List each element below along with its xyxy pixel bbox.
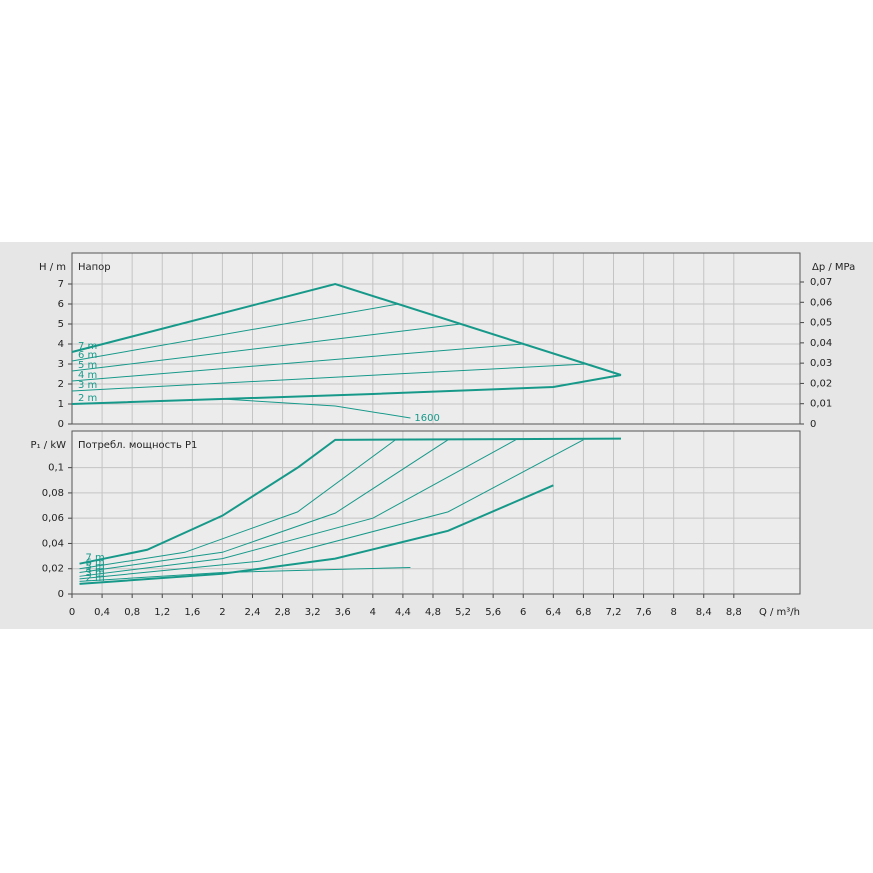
y-tick-label: 0 xyxy=(58,419,64,430)
curve xyxy=(79,439,584,580)
x-tick-label: 1,2 xyxy=(154,607,170,618)
curve xyxy=(79,566,411,582)
curve xyxy=(71,363,587,392)
y2-tick-label: 0,07 xyxy=(810,277,832,288)
curve xyxy=(79,484,554,585)
x-tick-label: 7,6 xyxy=(636,607,652,618)
x-tick-label: 4,4 xyxy=(395,607,411,618)
curve-label: 2 m xyxy=(78,393,97,404)
y-tick-label: 0,06 xyxy=(42,513,64,524)
y2-tick-label: 0 xyxy=(810,419,816,430)
curve-label: 2 m xyxy=(86,573,105,584)
plot-area xyxy=(72,431,800,594)
y-tick-label: 4 xyxy=(58,339,64,350)
curve xyxy=(71,282,622,376)
curve xyxy=(79,439,516,577)
y-tick-label: 0,1 xyxy=(48,463,64,474)
y2-axis-label: Δp / MPa xyxy=(812,262,855,273)
curve-label: 4 m xyxy=(78,370,97,381)
x-tick-label: 3,6 xyxy=(335,607,351,618)
x-tick-label: 1,6 xyxy=(184,607,200,618)
x-tick-label: 8,8 xyxy=(726,607,742,618)
x-tick-label: 2,8 xyxy=(275,607,291,618)
curve-label: 5 m xyxy=(78,360,97,371)
x-tick-label: 6,8 xyxy=(575,607,591,618)
panel-title: Потребл. мощность P1 xyxy=(78,440,197,451)
curve xyxy=(79,437,622,565)
y-tick-label: 3 xyxy=(58,359,64,370)
y-tick-label: 6 xyxy=(58,299,64,310)
x-tick-label: 8 xyxy=(670,607,676,618)
curve-label: 3 m xyxy=(78,380,97,391)
curve-label: 7 m xyxy=(86,553,105,564)
x-axis-label: Q / m³/h xyxy=(759,607,800,618)
x-tick-label: 5,2 xyxy=(455,607,471,618)
x-tick-label: 8,4 xyxy=(696,607,712,618)
curve xyxy=(71,398,411,419)
x-tick-label: 0,8 xyxy=(124,607,140,618)
plot-area xyxy=(72,253,800,424)
curve-label: 3 m xyxy=(86,568,105,579)
y-axis-label: P₁ / kW xyxy=(31,440,67,451)
curve-label: 1600 xyxy=(414,413,439,424)
x-tick-label: 3,2 xyxy=(305,607,321,618)
x-tick-label: 0 xyxy=(69,607,75,618)
x-tick-label: 4,8 xyxy=(425,607,441,618)
curve xyxy=(71,303,399,362)
y-tick-label: 0,04 xyxy=(42,538,64,549)
y2-tick-label: 0,01 xyxy=(810,399,832,410)
y-tick-label: 7 xyxy=(58,279,64,290)
y-tick-label: 1 xyxy=(58,399,64,410)
curve xyxy=(79,439,396,570)
curve xyxy=(71,323,461,372)
curve xyxy=(79,439,449,574)
x-tick-label: 2,4 xyxy=(245,607,261,618)
y-tick-label: 2 xyxy=(58,379,64,390)
x-tick-label: 5,6 xyxy=(485,607,501,618)
curve-label: 4 m xyxy=(86,565,105,576)
plot-frame xyxy=(71,430,801,595)
x-tick-label: 0,4 xyxy=(94,607,110,618)
x-tick-label: 2 xyxy=(219,607,225,618)
y-tick-label: 5 xyxy=(58,319,64,330)
y-tick-label: 0 xyxy=(58,589,64,600)
x-tick-label: 6 xyxy=(520,607,526,618)
y2-tick-label: 0,03 xyxy=(810,358,832,369)
curve xyxy=(71,343,524,382)
x-tick-label: 6,4 xyxy=(545,607,561,618)
curve-label: 6 m xyxy=(78,350,97,361)
y-tick-label: 0,08 xyxy=(42,488,64,499)
y-tick-label: 0,02 xyxy=(42,564,64,575)
y-axis-label: H / m xyxy=(39,262,66,273)
y2-tick-label: 0,02 xyxy=(810,378,832,389)
plot-frame xyxy=(71,252,801,425)
y2-tick-label: 0,06 xyxy=(810,297,832,308)
curve-label: 7 m xyxy=(78,341,97,352)
y2-tick-label: 0,04 xyxy=(810,338,832,349)
panel-title: Напор xyxy=(78,262,111,273)
curve-label: 6 m xyxy=(86,558,105,569)
x-tick-label: 4 xyxy=(370,607,376,618)
y2-tick-label: 0,05 xyxy=(810,318,832,329)
curve-label: 5 m xyxy=(86,562,105,573)
x-tick-label: 7,2 xyxy=(606,607,622,618)
